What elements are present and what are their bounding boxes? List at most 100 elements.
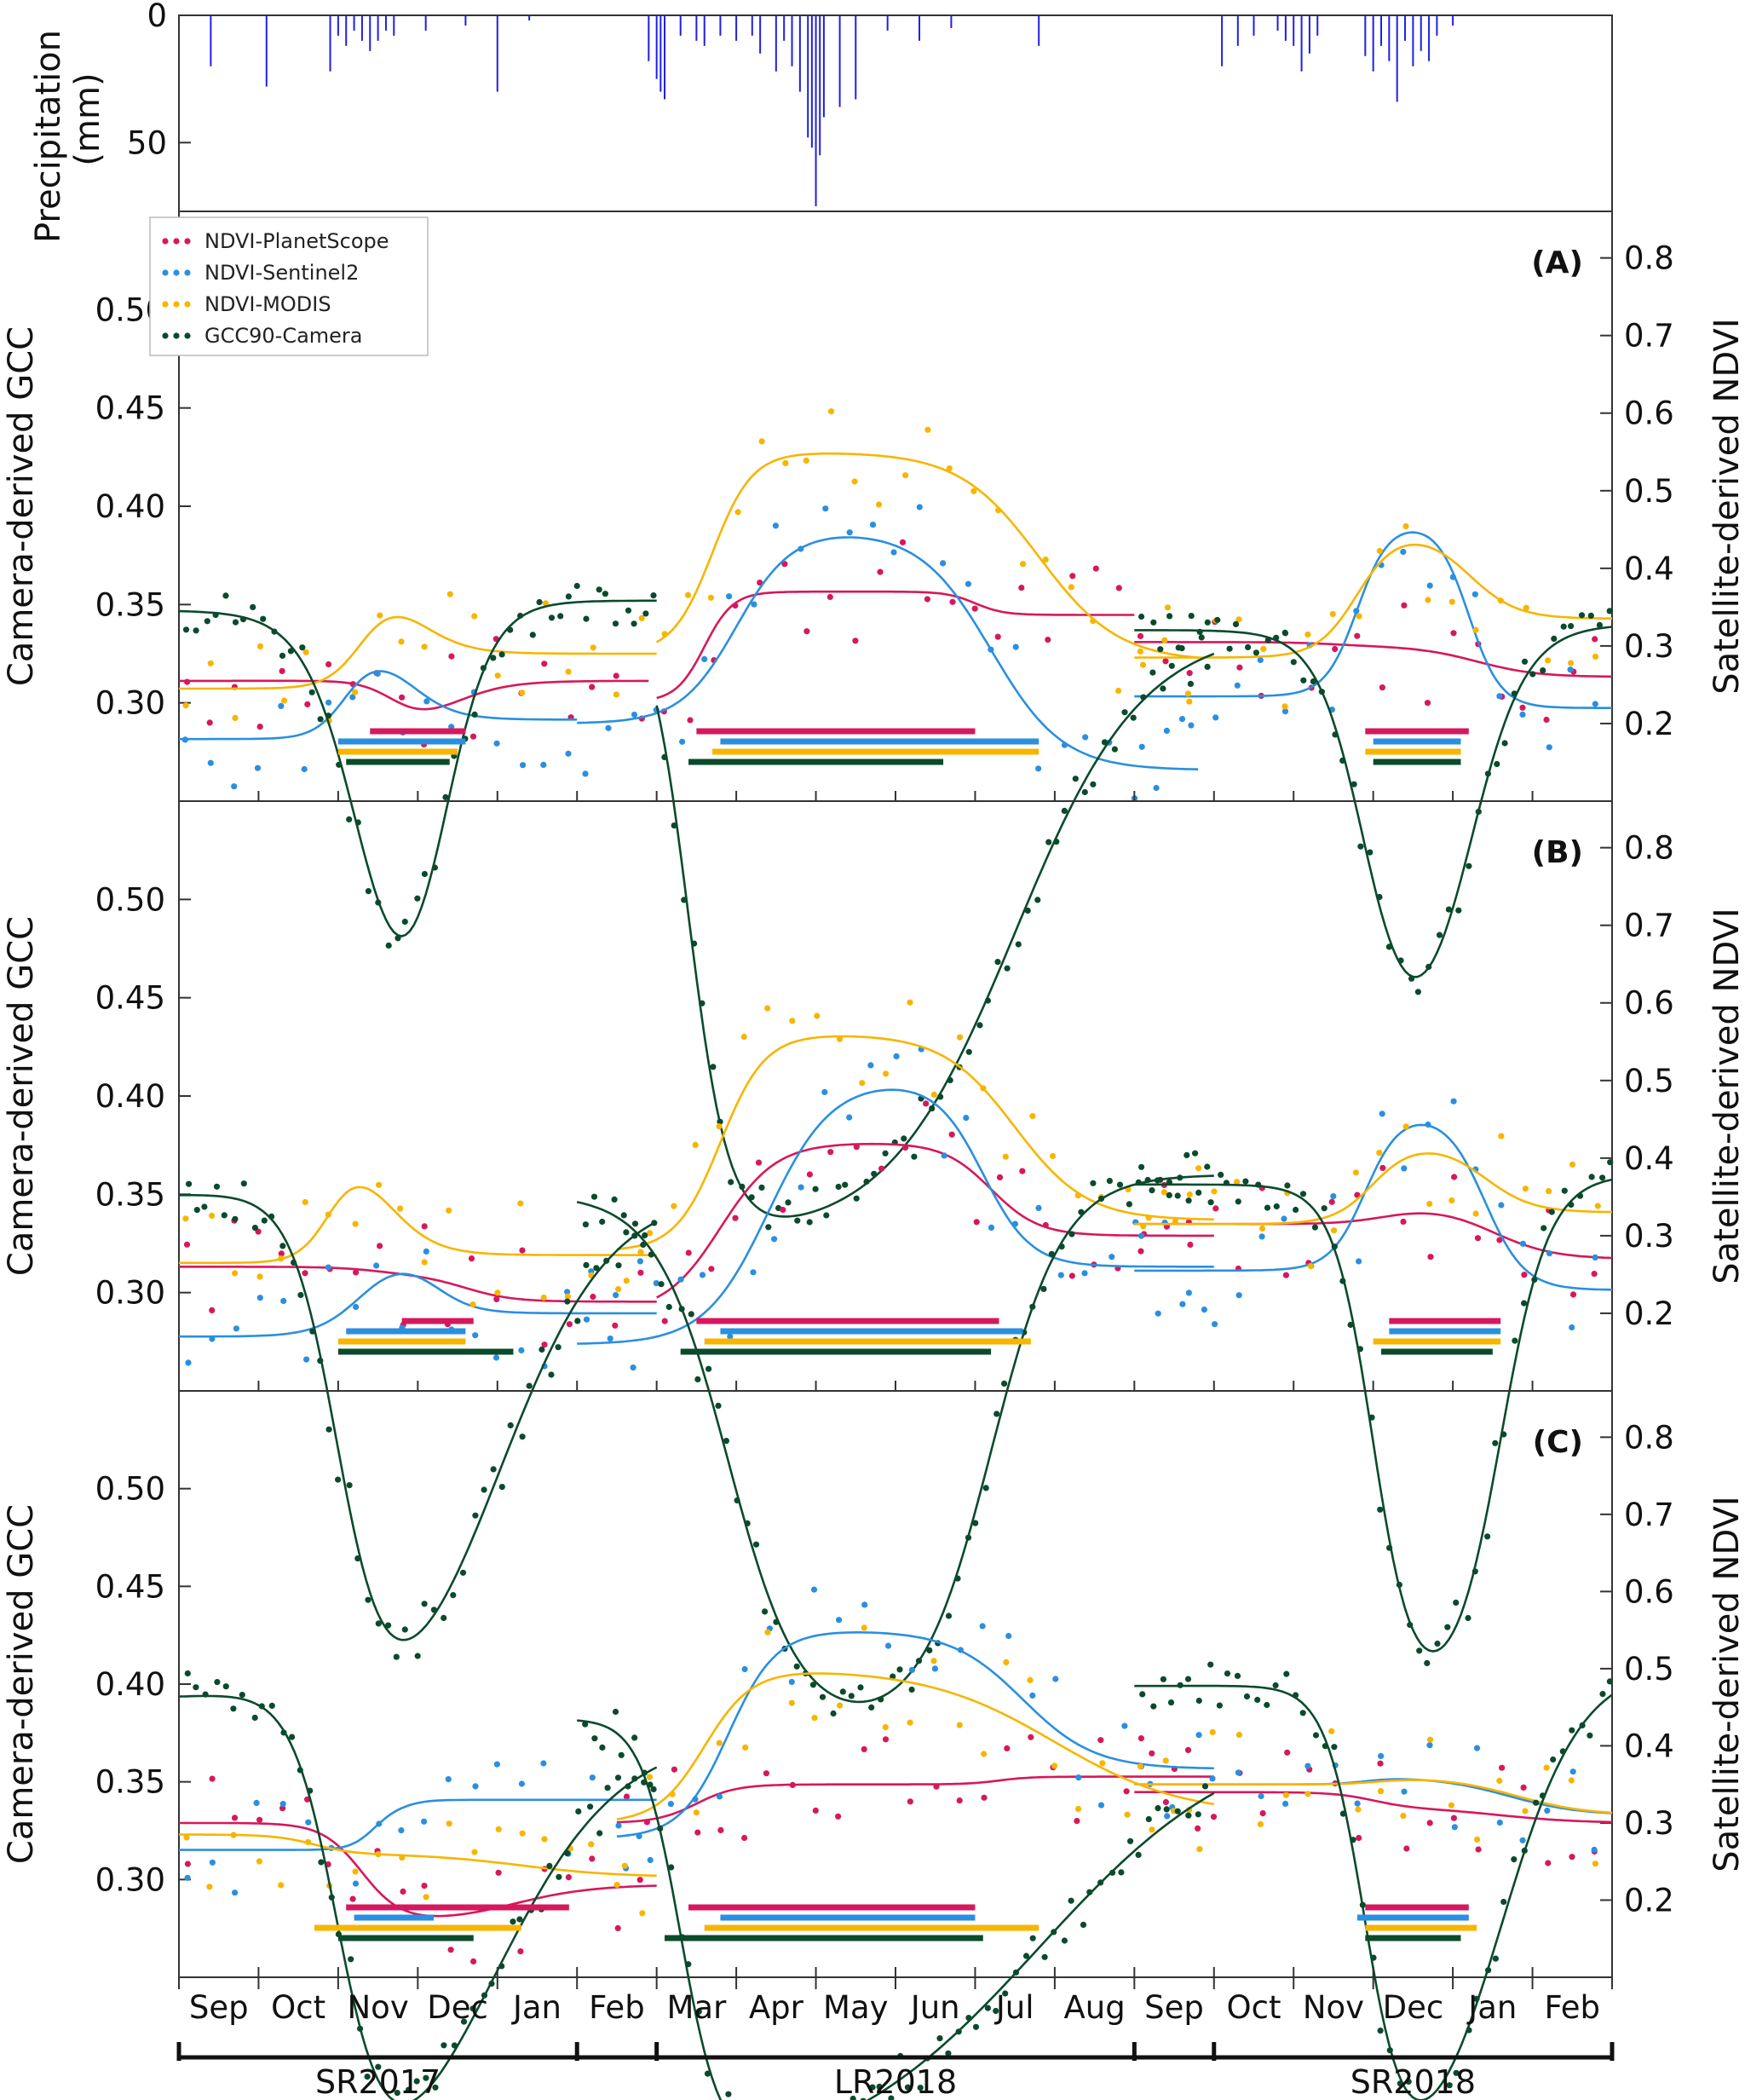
planet-point xyxy=(996,1174,1004,1180)
gcc-point xyxy=(336,761,343,768)
planet-point xyxy=(1569,1854,1575,1861)
month-label: Jun xyxy=(909,1989,960,2026)
modis-point xyxy=(902,472,909,479)
planet-point xyxy=(741,1834,748,1842)
modis-point xyxy=(684,591,692,598)
planet-point xyxy=(948,1131,955,1138)
gcc-point xyxy=(239,616,247,623)
gcc-point xyxy=(1155,1805,1161,1812)
gcc-point xyxy=(1187,680,1194,688)
gcc-point xyxy=(1414,989,1421,995)
gcc-point xyxy=(926,1647,933,1653)
planet-point xyxy=(924,596,930,603)
modis-point xyxy=(1376,547,1383,555)
gcc-point xyxy=(976,1022,983,1029)
modis-point xyxy=(1020,561,1027,568)
gcc-point xyxy=(348,1956,354,1963)
legend-label: NDVI-PlanetScope xyxy=(204,229,389,253)
gcc-point xyxy=(1408,975,1415,982)
gcc-point xyxy=(1090,781,1097,788)
planet-point xyxy=(671,1766,678,1773)
legend-marker xyxy=(162,301,169,308)
gcc-point xyxy=(972,2023,980,2030)
legend-marker xyxy=(173,238,180,245)
sentinel-point xyxy=(931,1665,938,1672)
gcc-point xyxy=(615,1262,622,1269)
gcc-point xyxy=(1068,1897,1074,1904)
gcc-point xyxy=(1051,1929,1057,1936)
planet-point xyxy=(377,1243,383,1249)
modis-point xyxy=(1186,698,1193,705)
gcc-point xyxy=(1127,1838,1134,1844)
planet-point xyxy=(789,1781,796,1788)
modis-point xyxy=(859,1080,866,1087)
gcc-point xyxy=(240,1180,247,1187)
gcc-point xyxy=(1351,781,1357,788)
planet-point xyxy=(780,1206,786,1214)
gcc-point xyxy=(752,1541,760,1548)
modis-point xyxy=(519,689,526,696)
gcc-point xyxy=(819,1693,826,1700)
gcc-point xyxy=(1599,1691,1606,1698)
planet-point xyxy=(781,561,788,568)
gcc-point xyxy=(1029,1303,1036,1310)
gcc-point xyxy=(1370,1954,1377,1961)
gcc-point xyxy=(1579,1722,1586,1728)
gcc-point xyxy=(212,611,219,619)
planet-point xyxy=(1401,602,1408,609)
modis-point xyxy=(469,1301,476,1308)
planet-point xyxy=(636,1877,643,1884)
modis-point xyxy=(1523,604,1529,611)
right-tick-label: 0.7 xyxy=(1624,1497,1674,1533)
gcc-fit-curve xyxy=(1134,1684,1613,2100)
gcc-point xyxy=(984,2005,991,2011)
gcc-point xyxy=(1548,1209,1555,1215)
planet-point xyxy=(468,1255,475,1262)
modis-point xyxy=(1282,1791,1289,1798)
panel-label: (B) xyxy=(1532,835,1583,870)
gcc-point xyxy=(1130,714,1137,721)
left-tick-label: 0.40 xyxy=(95,1666,165,1703)
modis-point xyxy=(1149,1826,1155,1833)
sentinel-point xyxy=(846,529,853,536)
right-tick-label: 0.5 xyxy=(1624,1063,1674,1099)
sentinel-point xyxy=(836,1617,843,1624)
precip-tick-label: 50 xyxy=(127,124,167,161)
sentinel-point xyxy=(798,1184,804,1191)
modis-point xyxy=(446,1820,452,1827)
modis-point xyxy=(565,668,572,675)
gcc-point xyxy=(1331,1744,1338,1751)
gcc-point xyxy=(1533,1799,1540,1806)
modis-point xyxy=(325,1211,331,1218)
gcc-point xyxy=(1539,1792,1546,1799)
gcc-point xyxy=(1086,1889,1093,1895)
gcc-point xyxy=(516,1916,523,1923)
sentinel-point xyxy=(605,724,612,731)
planet-point xyxy=(1403,1845,1410,1852)
gcc-point xyxy=(1446,2082,1453,2089)
modis-fit-curve xyxy=(179,1186,657,1265)
modis-point xyxy=(207,660,214,666)
gcc-point xyxy=(1090,1180,1097,1186)
gcc-point xyxy=(631,1775,638,1782)
gcc-point xyxy=(1264,1204,1271,1211)
gcc-point xyxy=(1588,1174,1595,1180)
gcc-point xyxy=(863,1178,870,1186)
sentinel-point xyxy=(1109,1254,1115,1261)
sentinel-point xyxy=(798,545,804,552)
left-axis-label: Camera-derived GCC xyxy=(2,326,41,686)
gcc-point xyxy=(260,615,267,622)
sentinel-point xyxy=(916,504,923,511)
planet-fit-curve xyxy=(616,1775,1214,1824)
gcc-point xyxy=(773,1618,780,1625)
modis-point xyxy=(615,1286,622,1293)
gcc-point xyxy=(1290,659,1297,666)
modis-point xyxy=(1329,610,1336,618)
gcc-point xyxy=(193,1684,199,1691)
gcc-point xyxy=(936,2035,943,2042)
sentinel-point xyxy=(716,1793,723,1800)
planet-point xyxy=(1592,636,1598,643)
right-tick-label: 0.6 xyxy=(1624,1573,1674,1610)
modis-point xyxy=(281,697,288,704)
right-tick-label: 0.3 xyxy=(1624,1805,1674,1842)
